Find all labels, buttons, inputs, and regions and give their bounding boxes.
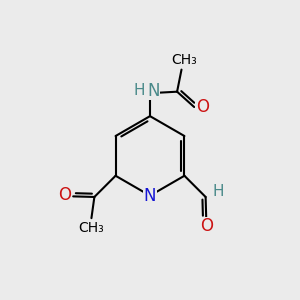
Text: O: O	[196, 98, 209, 116]
Text: O: O	[58, 186, 71, 204]
Text: N: N	[144, 187, 156, 205]
Text: H: H	[212, 184, 224, 199]
Text: H: H	[134, 83, 146, 98]
Text: O: O	[200, 218, 213, 236]
Text: CH₃: CH₃	[172, 53, 197, 67]
Text: CH₃: CH₃	[79, 220, 104, 235]
Text: N: N	[147, 82, 160, 100]
